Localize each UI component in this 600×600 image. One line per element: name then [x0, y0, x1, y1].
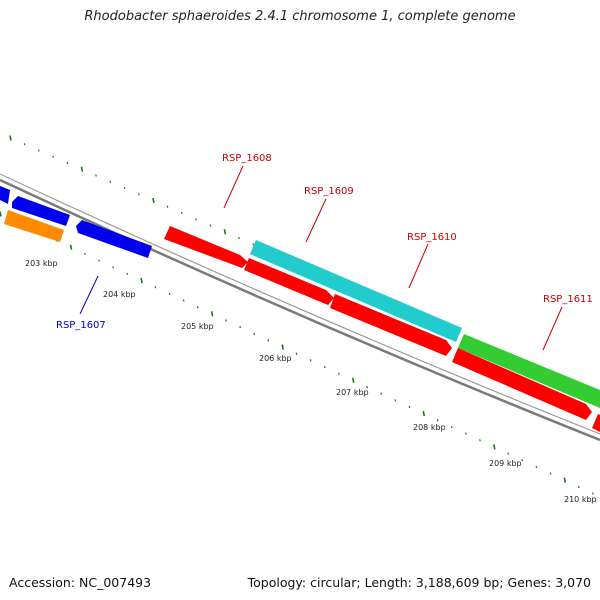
outer-tick	[52, 155, 54, 158]
scale-label-205: 205 kbp	[181, 322, 214, 331]
inner-tick	[253, 332, 256, 335]
inner-tick	[154, 286, 157, 289]
leader-rsp1611	[542, 306, 563, 351]
outer-tick	[238, 236, 240, 240]
inner-tick	[338, 372, 340, 375]
inner-tick	[126, 272, 129, 276]
inner-tick	[563, 477, 567, 483]
inner-tick	[196, 306, 199, 309]
inner-tick	[98, 259, 100, 262]
outer-tick	[152, 197, 155, 204]
gene-red-4[interactable]	[452, 348, 592, 420]
inner-tick	[521, 459, 524, 462]
scale-label-203: 203 kbp	[25, 259, 58, 268]
scale-label-207: 207 kbp	[336, 388, 369, 397]
inner-tick	[436, 419, 439, 422]
gene-red-2[interactable]	[244, 258, 334, 305]
outer-tick	[109, 180, 112, 183]
inner-tick	[465, 432, 467, 435]
outer-tick	[195, 218, 197, 221]
inner-tick	[225, 319, 227, 322]
gene-orange-1[interactable]	[4, 210, 64, 242]
leader-rsp1609	[305, 198, 327, 243]
scale-label-204: 204 kbp	[103, 290, 136, 299]
gene-features	[0, 186, 600, 432]
scale-label-208: 208 kbp	[413, 423, 446, 432]
inner-tick	[380, 392, 383, 395]
inner-tick	[168, 292, 171, 296]
outer-tick	[66, 161, 69, 165]
gene-label-rsp1607: RSP_1607	[56, 320, 106, 331]
gene-blue-2[interactable]	[12, 196, 70, 226]
outer-tick	[9, 135, 12, 141]
outer-tick	[23, 143, 26, 146]
inner-tick	[295, 352, 298, 355]
outer-tick	[223, 229, 227, 235]
genome-summary-text: Topology: circular; Length: 3,188,609 bp…	[247, 575, 591, 590]
gene-green-rsp1611[interactable]	[458, 334, 600, 408]
gene-red-5[interactable]	[592, 414, 600, 432]
gene-label-rsp1611: RSP_1611	[543, 294, 593, 305]
label-leader-lines	[79, 165, 563, 351]
inner-tick	[323, 365, 326, 369]
gene-red-rsp1608[interactable]	[164, 226, 248, 268]
gene-label-rsp1608: RSP_1608	[222, 153, 272, 164]
accession-text: Accession: NC_007493	[9, 575, 152, 590]
inner-tick	[535, 465, 538, 469]
inner-tick	[507, 452, 510, 455]
outer-tick	[138, 193, 140, 196]
genome-backbone-inner	[0, 173, 600, 435]
scale-label-209: 209 kbp	[489, 459, 522, 468]
inner-tick	[408, 405, 411, 409]
inner-tick	[493, 444, 496, 450]
outer-tick	[180, 211, 183, 215]
scale-label-206: 206 kbp	[259, 354, 292, 363]
scale-label-210: 210 kbp	[564, 495, 597, 504]
leader-rsp1608	[223, 165, 244, 209]
outer-tick	[80, 166, 84, 172]
leader-rsp1607	[79, 275, 99, 315]
gene-blue-rsp1607[interactable]	[76, 220, 152, 258]
inner-tick	[309, 359, 312, 362]
inner-tick	[422, 410, 426, 417]
inner-tick	[549, 472, 552, 475]
map-title: Rhodobacter sphaeroides 2.4.1 chromosome…	[84, 9, 516, 24]
gene-red-3[interactable]	[330, 294, 452, 356]
genome-backbone	[0, 178, 600, 442]
outer-tick	[252, 243, 255, 246]
outer-tick	[123, 186, 126, 190]
inner-tick	[351, 377, 355, 384]
inner-tick	[69, 244, 73, 250]
outer-tick	[209, 224, 212, 227]
inner-tick	[182, 299, 185, 302]
inner-tick	[210, 311, 214, 317]
outer-tick	[38, 149, 40, 152]
inner-tick	[281, 344, 284, 350]
outer-tick	[95, 174, 97, 177]
inner-tick	[0, 211, 2, 217]
gene-blue-1[interactable]	[0, 186, 10, 204]
leader-rsp1610	[408, 243, 429, 289]
inner-tick	[394, 399, 397, 402]
inner-tick	[239, 325, 241, 329]
gene-label-rsp1609: RSP_1609	[304, 186, 354, 197]
inner-tick	[84, 252, 86, 256]
outer-tick	[166, 205, 169, 208]
inner-tick	[450, 425, 453, 429]
gene-cyan-rsp1609[interactable]	[250, 240, 462, 342]
inner-tick	[479, 439, 481, 442]
gene-label-rsp1610: RSP_1610	[407, 232, 457, 243]
inner-tick	[267, 339, 270, 342]
inner-tick	[366, 385, 368, 389]
inner-tick	[592, 492, 594, 495]
inner-tick	[577, 485, 580, 488]
inner-tick	[112, 266, 114, 269]
inner-tick	[140, 277, 143, 284]
